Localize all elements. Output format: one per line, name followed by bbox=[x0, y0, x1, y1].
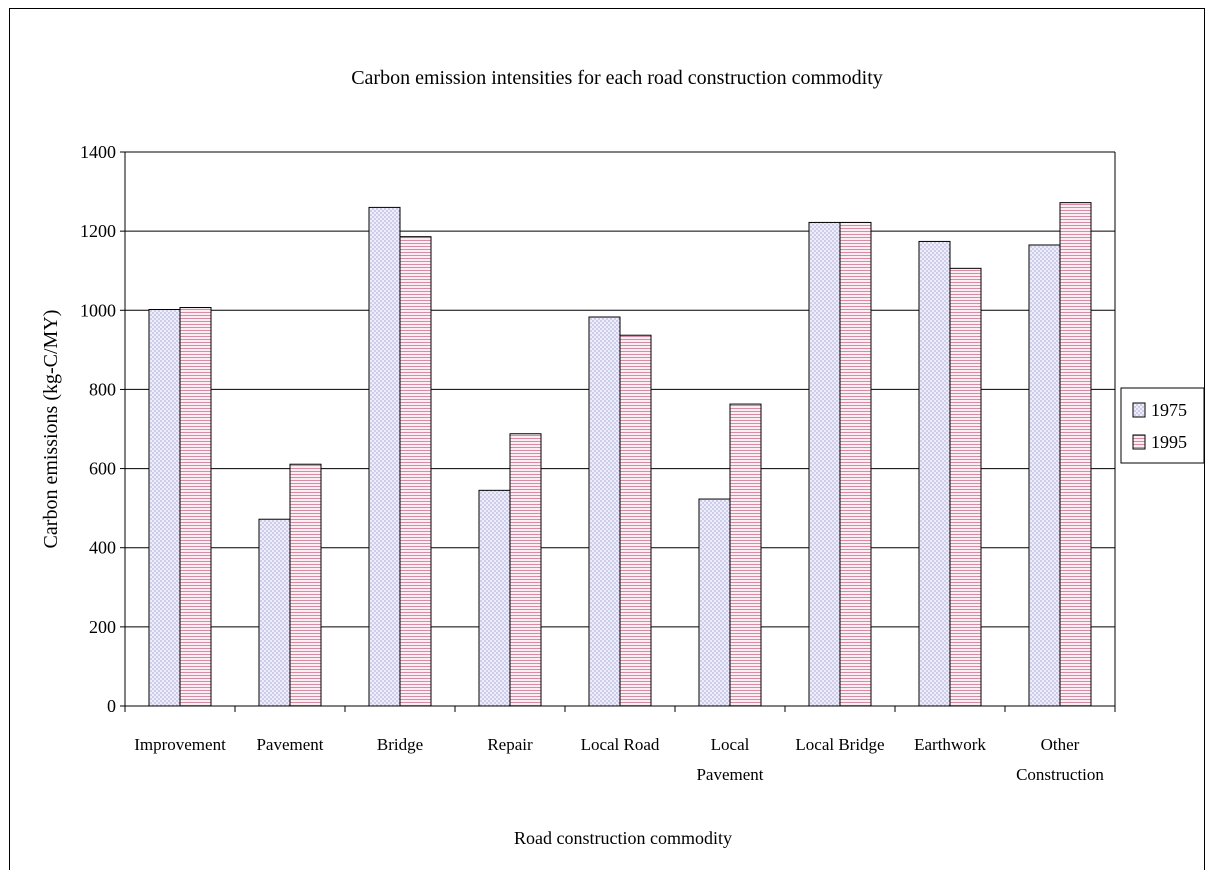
bar-1995 bbox=[509, 433, 542, 707]
bar-1995 bbox=[729, 403, 762, 707]
bar-1995 bbox=[619, 334, 652, 707]
axes: 0 200 400 600 800 1000 1200 1400 Improvement Pave… bbox=[80, 142, 1116, 784]
bar-1975 bbox=[588, 316, 621, 707]
x-tick-label: Pavement bbox=[696, 765, 763, 784]
bar-1975 bbox=[1028, 244, 1061, 707]
bar-1995 bbox=[399, 236, 432, 707]
legend-label-1995: 1995 bbox=[1151, 432, 1187, 452]
x-tick-label: Local Road bbox=[581, 735, 660, 754]
legend-swatch-1995 bbox=[1132, 434, 1146, 450]
bar-1995 bbox=[1059, 202, 1092, 707]
bars bbox=[148, 202, 1092, 707]
bar-1995 bbox=[289, 463, 322, 707]
bar-1975 bbox=[918, 240, 951, 707]
legend-box bbox=[1120, 387, 1205, 464]
x-tick-label: Bridge bbox=[377, 735, 423, 754]
bar-1995 bbox=[839, 221, 872, 707]
y-tick-label: 800 bbox=[89, 379, 116, 399]
bar-1995 bbox=[179, 307, 212, 707]
legend-label-1975: 1975 bbox=[1151, 400, 1187, 420]
legend-swatch-1975 bbox=[1132, 402, 1146, 418]
bar-1975 bbox=[258, 518, 291, 707]
bar-1975 bbox=[478, 489, 511, 707]
y-tick-label: 1400 bbox=[80, 142, 116, 162]
y-tick-label: 400 bbox=[89, 538, 116, 558]
x-tick-label: Local bbox=[711, 735, 750, 754]
bar-1995 bbox=[949, 267, 982, 707]
bar-1975 bbox=[368, 206, 401, 707]
x-tick-label: Earthwork bbox=[914, 735, 986, 754]
x-tick-label: Repair bbox=[487, 735, 533, 754]
x-tick-label: Local Bridge bbox=[795, 735, 884, 754]
x-axis-label: Road construction commodity bbox=[514, 828, 732, 848]
x-tick-label: Pavement bbox=[256, 735, 323, 754]
y-tick-label: 0 bbox=[107, 696, 116, 716]
legend: 1975 1995 bbox=[1120, 387, 1205, 464]
y-tick-label: 1200 bbox=[80, 221, 116, 241]
y-tick-label: 200 bbox=[89, 617, 116, 637]
x-tick-label: Construction bbox=[1016, 765, 1104, 784]
bar-1975 bbox=[698, 498, 731, 707]
chart-title: Carbon emission intensities for each roa… bbox=[351, 67, 883, 89]
y-tick-label: 1000 bbox=[80, 300, 116, 320]
x-tick-label: Other bbox=[1041, 735, 1080, 754]
bar-1975 bbox=[808, 221, 841, 707]
bar-1975 bbox=[148, 308, 181, 707]
y-axis-label: Carbon emissions (kg-C/MY) bbox=[40, 310, 62, 549]
x-tick-label: Improvement bbox=[134, 735, 226, 754]
y-tick-label: 600 bbox=[89, 459, 116, 479]
